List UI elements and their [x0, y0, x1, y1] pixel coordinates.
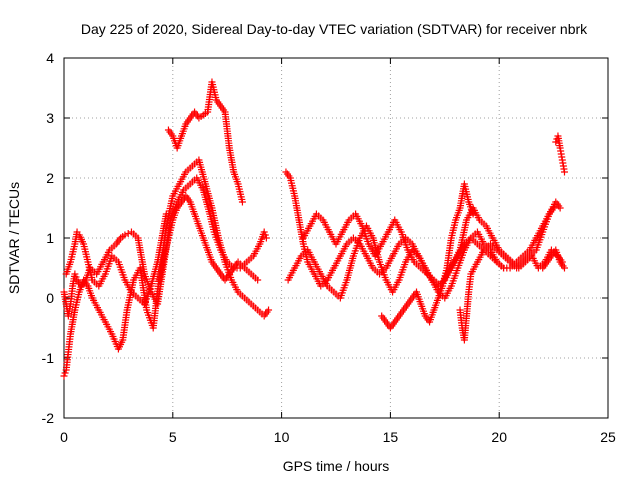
y-tick-label: 3	[46, 110, 54, 126]
x-tick-label: 25	[600, 429, 616, 445]
data-point	[254, 276, 262, 284]
y-tick-label: 4	[46, 50, 54, 66]
data-point	[121, 231, 129, 239]
y-axis-label: SDTVAR / TECUs	[6, 182, 22, 294]
data-point	[262, 234, 270, 242]
data-point	[260, 228, 268, 236]
y-tick-label: -1	[42, 350, 55, 366]
data-point	[560, 168, 568, 176]
data-point	[500, 264, 508, 272]
y-tick-label: 1	[46, 230, 54, 246]
x-tick-label: 10	[274, 429, 290, 445]
data-point-fill	[61, 369, 69, 377]
data-point-fill	[72, 273, 80, 281]
data-points	[60, 78, 568, 380]
data-point	[552, 138, 560, 146]
data-point	[238, 198, 246, 206]
x-tick-label: 0	[60, 429, 68, 445]
data-point	[265, 306, 273, 314]
x-axis-label: GPS time / hours	[283, 458, 390, 474]
grid	[64, 58, 608, 418]
x-tick-label: 5	[169, 429, 177, 445]
y-tick-label: 0	[46, 290, 54, 306]
data-point-fill	[261, 231, 269, 239]
tick-labels: 0 5 10 15 20 25 -2 -1 0 1 2 3 4	[42, 50, 616, 445]
data-point	[162, 210, 170, 218]
data-point	[560, 264, 568, 272]
data-point	[71, 270, 79, 278]
data-point	[469, 210, 477, 218]
x-tick-label: 20	[491, 429, 507, 445]
y-tick-label: 2	[46, 170, 54, 186]
x-tick-label: 15	[383, 429, 399, 445]
data-point	[556, 204, 564, 212]
ticks	[63, 57, 609, 419]
y-tick-label: -2	[42, 410, 55, 426]
data-point	[60, 372, 68, 380]
chart-title: Day 225 of 2020, Sidereal Day-to-day VTE…	[81, 21, 588, 37]
